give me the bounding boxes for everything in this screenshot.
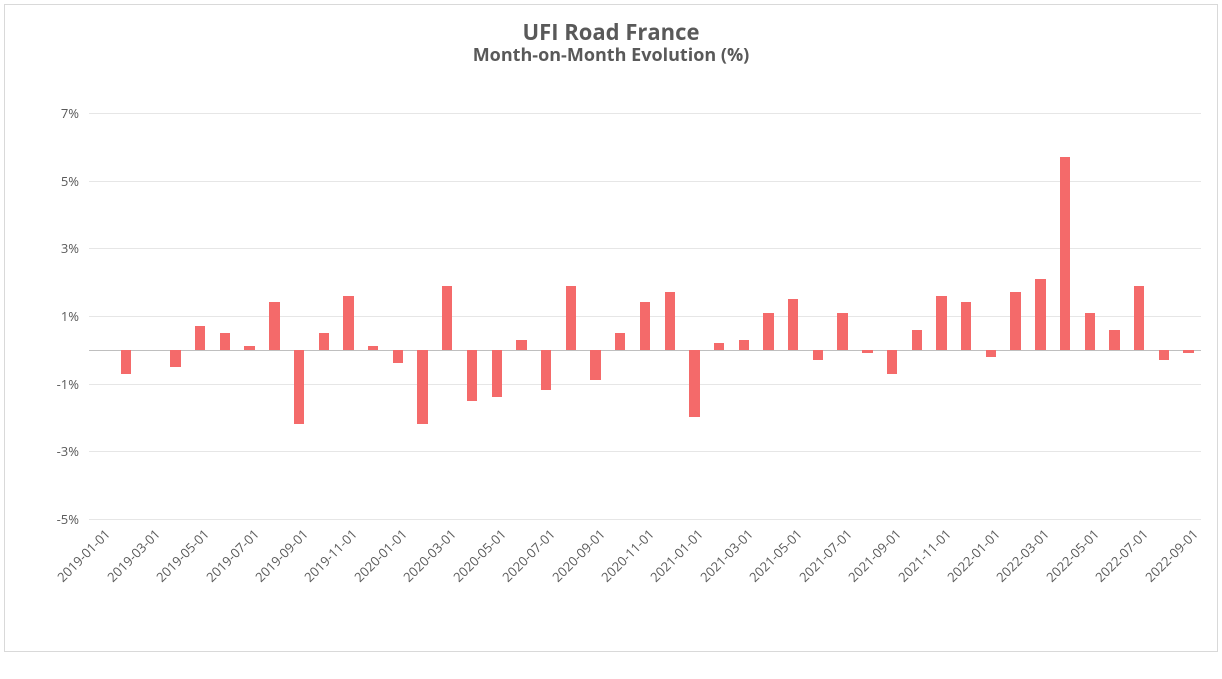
bar (516, 340, 526, 350)
chart-frame: UFI Road France Month-on-Month Evolution… (4, 4, 1218, 652)
y-tick-label: -1% (57, 375, 89, 393)
chart-title-block: UFI Road France Month-on-Month Evolution… (5, 19, 1217, 67)
bar (763, 313, 773, 350)
y-tick-label: -3% (57, 442, 89, 460)
y-gridline (89, 181, 1201, 182)
bar (1109, 330, 1119, 350)
bar (393, 350, 403, 364)
y-tick-label: 7% (61, 104, 89, 122)
bar (862, 350, 872, 353)
plot-area: 2019-01-012019-03-012019-05-012019-07-01… (89, 113, 1201, 519)
bar (269, 302, 279, 349)
y-gridline (89, 519, 1201, 520)
bar (837, 313, 847, 350)
bar (689, 350, 699, 418)
bar (294, 350, 304, 424)
bar (936, 296, 946, 350)
bar (1060, 157, 1070, 350)
bar (566, 286, 576, 350)
bar (912, 330, 922, 350)
bar (961, 302, 971, 349)
bar (739, 340, 749, 350)
bar (343, 296, 353, 350)
bar (665, 292, 675, 350)
bar (615, 333, 625, 350)
bar (417, 350, 427, 424)
bar (714, 343, 724, 350)
bar (640, 302, 650, 349)
y-tick-label: 1% (61, 307, 89, 325)
y-gridline (89, 384, 1201, 385)
bar (590, 350, 600, 380)
bar (121, 350, 131, 374)
bar (813, 350, 823, 360)
y-tick-label: 3% (61, 239, 89, 257)
bar (220, 333, 230, 350)
bar (1010, 292, 1020, 350)
chart-title: UFI Road France (5, 19, 1217, 45)
bar (368, 346, 378, 349)
y-gridline (89, 248, 1201, 249)
bar (541, 350, 551, 391)
y-tick-label: 5% (61, 172, 89, 190)
y-tick-label: -5% (57, 510, 89, 528)
bar (244, 346, 254, 349)
bar (1134, 286, 1144, 350)
bar (1183, 350, 1193, 353)
bar (319, 333, 329, 350)
bar (887, 350, 897, 374)
bar (1035, 279, 1045, 350)
bar (1159, 350, 1169, 360)
bar (492, 350, 502, 397)
bar (467, 350, 477, 401)
bar (1085, 313, 1095, 350)
chart-subtitle: Month-on-Month Evolution (%) (5, 45, 1217, 67)
y-gridline (89, 113, 1201, 114)
y-zero-baseline (89, 350, 1201, 351)
bar (170, 350, 180, 367)
bar (788, 299, 798, 350)
bar (442, 286, 452, 350)
bar (195, 326, 205, 350)
bar (986, 350, 996, 357)
y-gridline (89, 451, 1201, 452)
